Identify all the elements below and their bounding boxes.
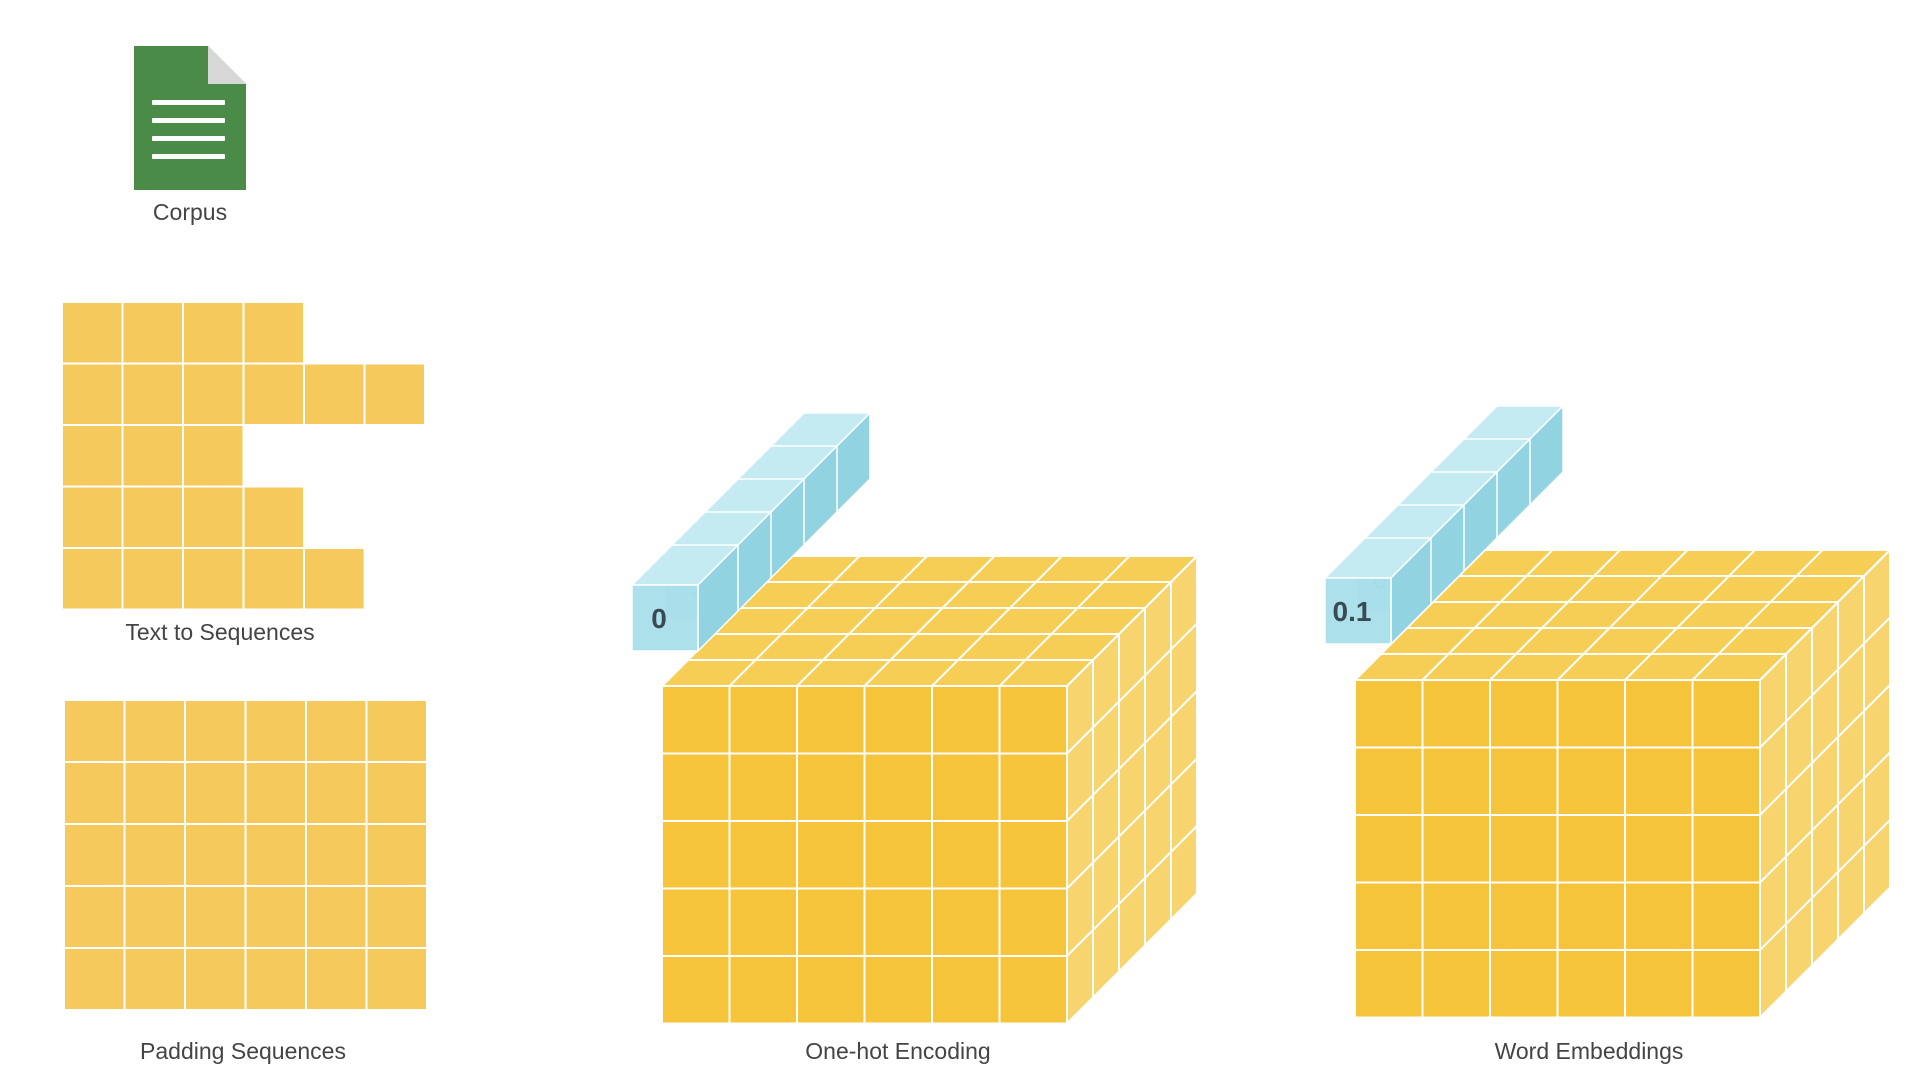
padded-cell: [184, 699, 247, 763]
vector-value: 0.1: [1333, 596, 1372, 627]
word-embeddings-label: Word Embeddings: [1494, 1038, 1684, 1064]
padded-cell: [123, 823, 186, 887]
padded-cell: [305, 761, 368, 825]
text-to-sequences-label: Text to Sequences: [125, 619, 315, 645]
sequence-cell: [363, 362, 426, 426]
one-hot-encoding-label: One-hot Encoding: [805, 1038, 991, 1064]
cube-grid-lines: [661, 555, 1198, 1025]
sequence-cell: [182, 547, 245, 611]
sequence-cell: [121, 362, 184, 426]
sequence-cell: [182, 362, 245, 426]
padded-cell: [365, 761, 428, 825]
cube-side-face: [1760, 550, 1890, 1018]
padded-cell: [63, 761, 126, 825]
padded-cell: [305, 885, 368, 949]
document-fold: [208, 46, 246, 84]
cube-side-face: [1067, 556, 1197, 1024]
sequence-cell: [121, 424, 184, 488]
vector-value: 0: [651, 603, 667, 634]
padded-cell: [123, 885, 186, 949]
padded-cell: [244, 947, 307, 1011]
padded-cell: [63, 699, 126, 763]
sequence-cell: [303, 362, 366, 426]
sequence-cell: [61, 485, 124, 549]
padding-sequences-label: Padding Sequences: [140, 1038, 346, 1064]
sequence-cell: [61, 547, 124, 611]
sequence-cell: [121, 547, 184, 611]
sequence-cell: [61, 424, 124, 488]
padded-cell: [244, 823, 307, 887]
padded-cell: [63, 885, 126, 949]
padding-sequences-grid: [63, 699, 428, 1011]
padded-cell: [365, 947, 428, 1011]
cube-grid-lines: [1354, 549, 1891, 1019]
padded-cell: [123, 761, 186, 825]
padded-cell: [244, 761, 307, 825]
text-sequences-grid: [61, 301, 426, 611]
sequence-cell: [242, 547, 305, 611]
document-icon: [134, 46, 246, 190]
padded-cell: [184, 761, 247, 825]
sequence-cell: [121, 485, 184, 549]
sequence-cell: [61, 362, 124, 426]
padded-cell: [244, 699, 307, 763]
one-hot-vector: 00010: [630, 411, 872, 653]
sequence-cell: [303, 547, 366, 611]
padded-cell: [305, 823, 368, 887]
sequence-cell: [61, 301, 124, 365]
document-line: [152, 100, 225, 105]
vector-cell: 0: [630, 543, 740, 653]
padded-cell: [305, 699, 368, 763]
document-line: [152, 136, 225, 141]
corpus-label: Corpus: [152, 199, 228, 225]
padded-cell: [63, 823, 126, 887]
padded-cell: [184, 947, 247, 1011]
padded-cell: [305, 947, 368, 1011]
sequence-cell: [182, 485, 245, 549]
sequence-cell: [182, 301, 245, 365]
sequence-cell: [242, 362, 305, 426]
word-embedding-cube: [1354, 549, 1891, 1019]
padded-cell: [365, 885, 428, 949]
one-hot-cube: [661, 555, 1198, 1025]
sequence-cell: [242, 485, 305, 549]
sequence-cell: [121, 301, 184, 365]
sequence-cell: [182, 424, 245, 488]
padded-cell: [244, 885, 307, 949]
padded-cell: [63, 947, 126, 1011]
padded-cell: [123, 947, 186, 1011]
sequence-cell: [242, 301, 305, 365]
padded-cell: [365, 699, 428, 763]
vector-cell: 0.1: [1323, 536, 1433, 646]
word-embedding-vector: 0.70.80.30.20.1: [1323, 404, 1565, 646]
padded-cell: [123, 699, 186, 763]
padded-cell: [184, 823, 247, 887]
document-line: [152, 154, 225, 159]
document-line: [152, 118, 225, 123]
padded-cell: [365, 823, 428, 887]
padded-cell: [184, 885, 247, 949]
